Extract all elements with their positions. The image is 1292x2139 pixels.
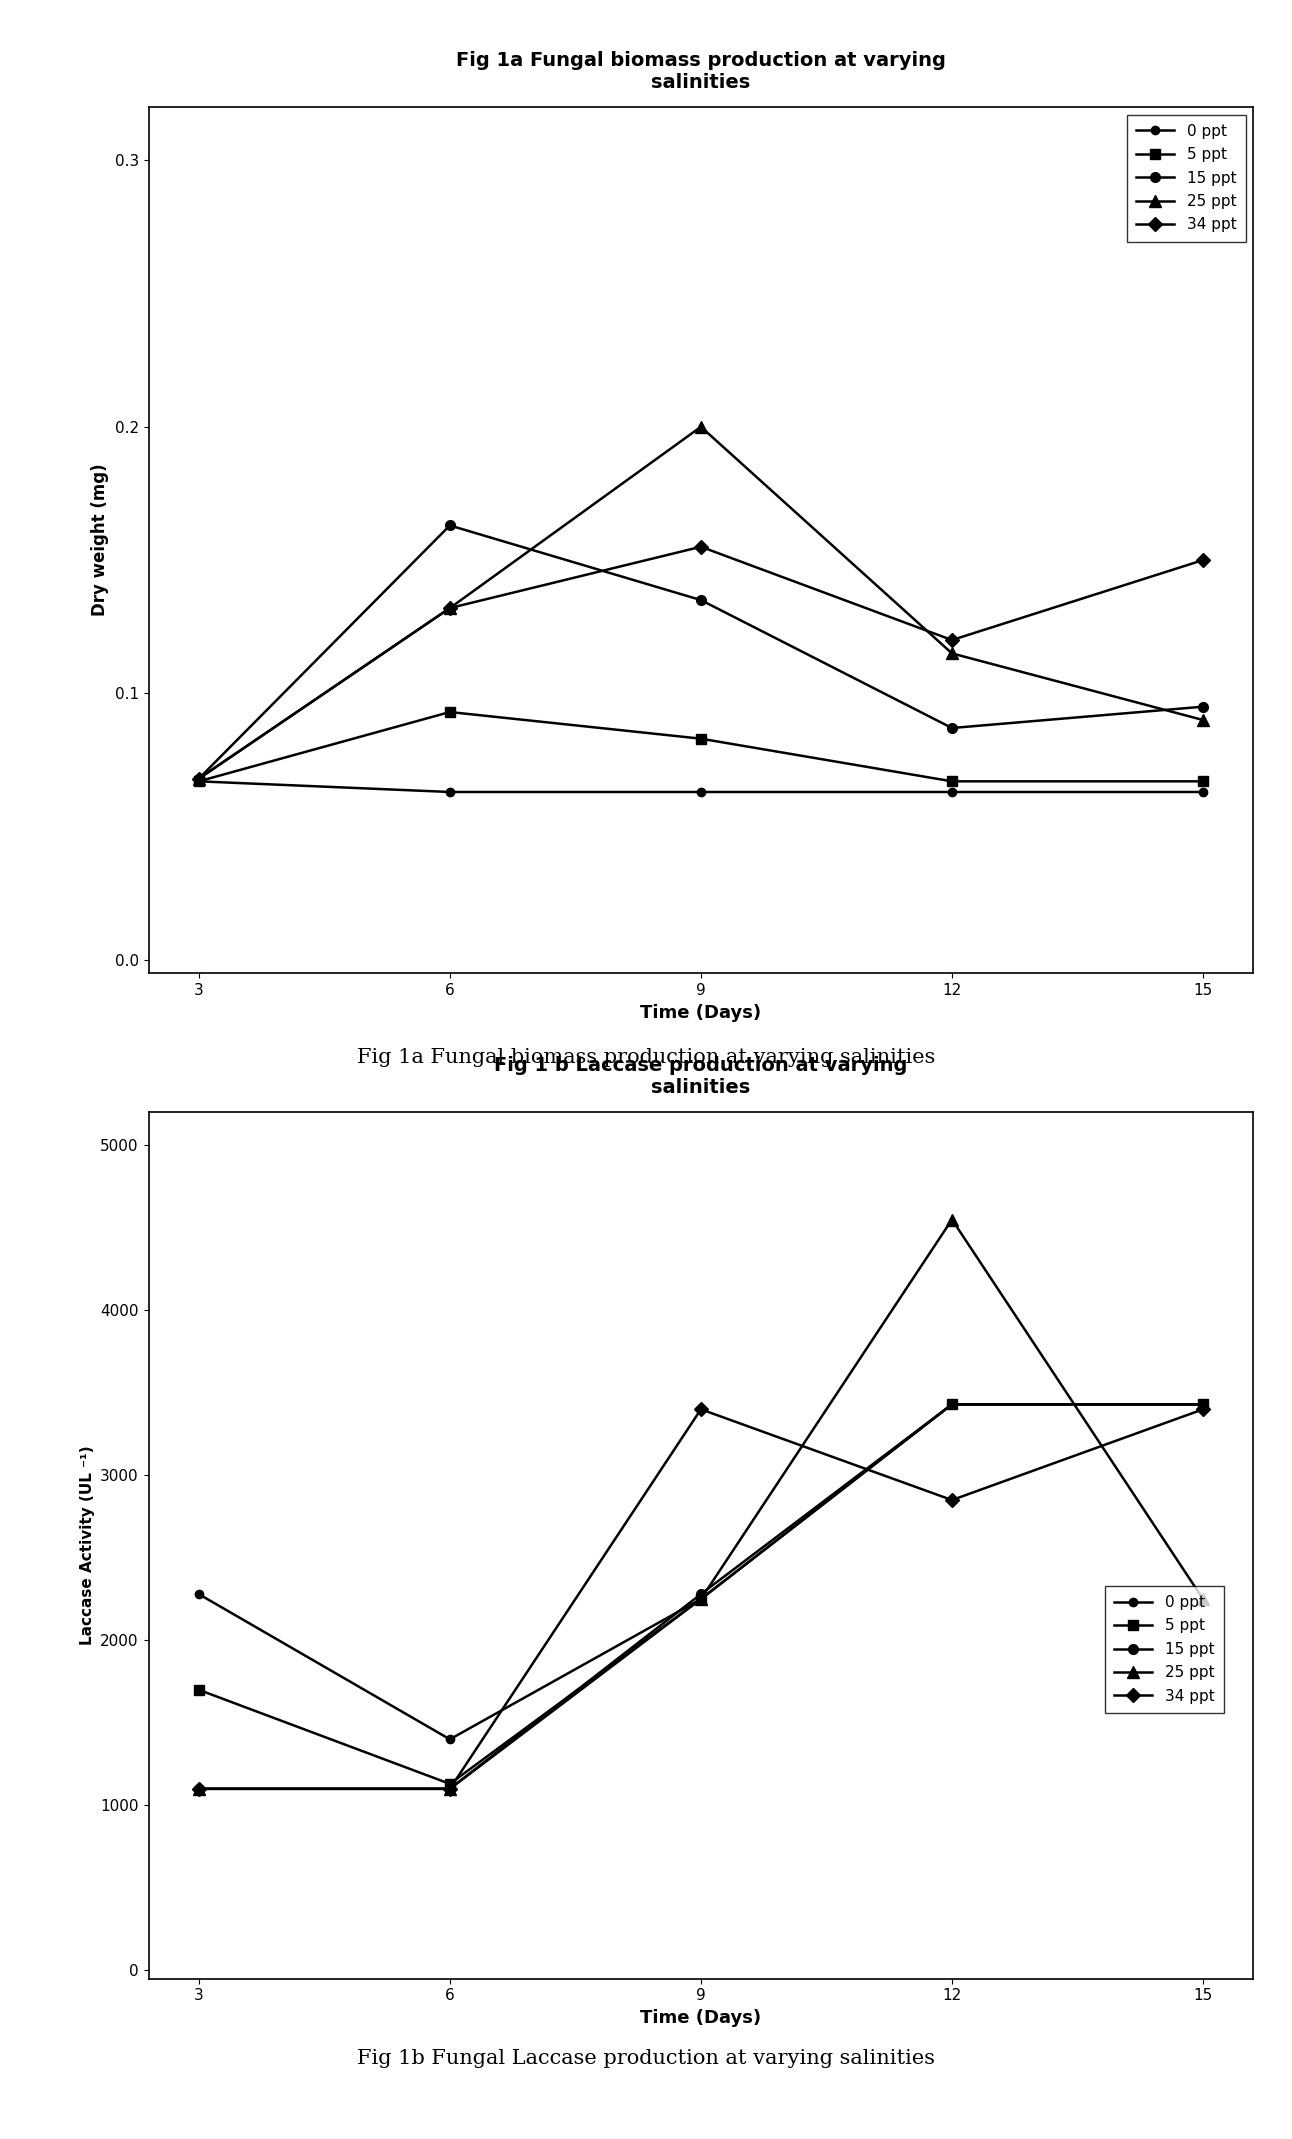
15 ppt <box>694 1581 709 1606</box>
Line: 0 ppt: 0 ppt <box>195 776 1207 796</box>
Legend: 0 ppt, 5 ppt, 15 ppt, 25 ppt, 34 ppt: 0 ppt, 5 ppt, 15 ppt, 25 ppt, 34 ppt <box>1105 1585 1224 1713</box>
Line: 15 ppt: 15 ppt <box>194 520 1208 783</box>
Y-axis label: Laccase Activity (UL ⁻¹): Laccase Activity (UL ⁻¹) <box>80 1446 94 1645</box>
0 ppt <box>1195 779 1211 804</box>
25 ppt <box>944 640 960 665</box>
Text: Fig 1a Fungal biomass production at varying salinities: Fig 1a Fungal biomass production at vary… <box>357 1048 935 1067</box>
Line: 34 ppt: 34 ppt <box>194 1405 1208 1795</box>
15 ppt <box>1195 1392 1211 1418</box>
Title: Fig 1a Fungal biomass production at varying
salinities: Fig 1a Fungal biomass production at vary… <box>456 51 946 92</box>
5 ppt <box>191 1677 207 1703</box>
0 ppt <box>442 779 457 804</box>
0 ppt <box>944 779 960 804</box>
25 ppt <box>694 1587 709 1613</box>
15 ppt <box>442 1775 457 1801</box>
25 ppt <box>944 1206 960 1232</box>
Legend: 0 ppt, 5 ppt, 15 ppt, 25 ppt, 34 ppt: 0 ppt, 5 ppt, 15 ppt, 25 ppt, 34 ppt <box>1127 116 1245 242</box>
25 ppt <box>1195 1587 1211 1613</box>
0 ppt <box>442 1726 457 1752</box>
Y-axis label: Dry weight (mg): Dry weight (mg) <box>90 464 109 616</box>
15 ppt <box>694 588 709 614</box>
25 ppt <box>694 415 709 441</box>
15 ppt <box>944 1392 960 1418</box>
Line: 34 ppt: 34 ppt <box>194 541 1208 783</box>
5 ppt <box>442 699 457 725</box>
5 ppt <box>694 1587 709 1613</box>
Line: 25 ppt: 25 ppt <box>194 421 1208 785</box>
34 ppt <box>191 766 207 791</box>
15 ppt <box>191 766 207 791</box>
5 ppt <box>442 1771 457 1797</box>
34 ppt <box>694 1397 709 1422</box>
5 ppt <box>694 725 709 751</box>
25 ppt <box>191 1775 207 1801</box>
34 ppt <box>694 535 709 560</box>
34 ppt <box>944 627 960 652</box>
X-axis label: Time (Days): Time (Days) <box>641 2009 761 2028</box>
Title: Fig 1 b Laccase production at varying
salinities: Fig 1 b Laccase production at varying sa… <box>495 1057 907 1097</box>
25 ppt <box>1195 708 1211 734</box>
5 ppt <box>1195 1392 1211 1418</box>
34 ppt <box>191 1775 207 1801</box>
15 ppt <box>1195 693 1211 719</box>
5 ppt <box>944 768 960 794</box>
34 ppt <box>1195 1397 1211 1422</box>
Line: 5 ppt: 5 ppt <box>194 708 1208 787</box>
5 ppt <box>1195 768 1211 794</box>
X-axis label: Time (Days): Time (Days) <box>641 1003 761 1022</box>
Line: 25 ppt: 25 ppt <box>194 1215 1208 1795</box>
0 ppt <box>191 1581 207 1606</box>
0 ppt <box>694 779 709 804</box>
34 ppt <box>442 1775 457 1801</box>
0 ppt <box>191 768 207 794</box>
Text: Fig 1b Fungal Laccase production at varying salinities: Fig 1b Fungal Laccase production at vary… <box>357 2049 935 2068</box>
25 ppt <box>442 1775 457 1801</box>
25 ppt <box>191 766 207 791</box>
34 ppt <box>442 595 457 620</box>
15 ppt <box>442 513 457 539</box>
Line: 15 ppt: 15 ppt <box>194 1399 1208 1795</box>
34 ppt <box>944 1487 960 1512</box>
0 ppt <box>1195 1392 1211 1418</box>
5 ppt <box>944 1392 960 1418</box>
15 ppt <box>944 714 960 740</box>
0 ppt <box>694 1587 709 1613</box>
Line: 5 ppt: 5 ppt <box>194 1399 1208 1788</box>
34 ppt <box>1195 548 1211 573</box>
0 ppt <box>944 1392 960 1418</box>
15 ppt <box>191 1775 207 1801</box>
Line: 0 ppt: 0 ppt <box>195 1401 1207 1743</box>
25 ppt <box>442 595 457 620</box>
5 ppt <box>191 768 207 794</box>
